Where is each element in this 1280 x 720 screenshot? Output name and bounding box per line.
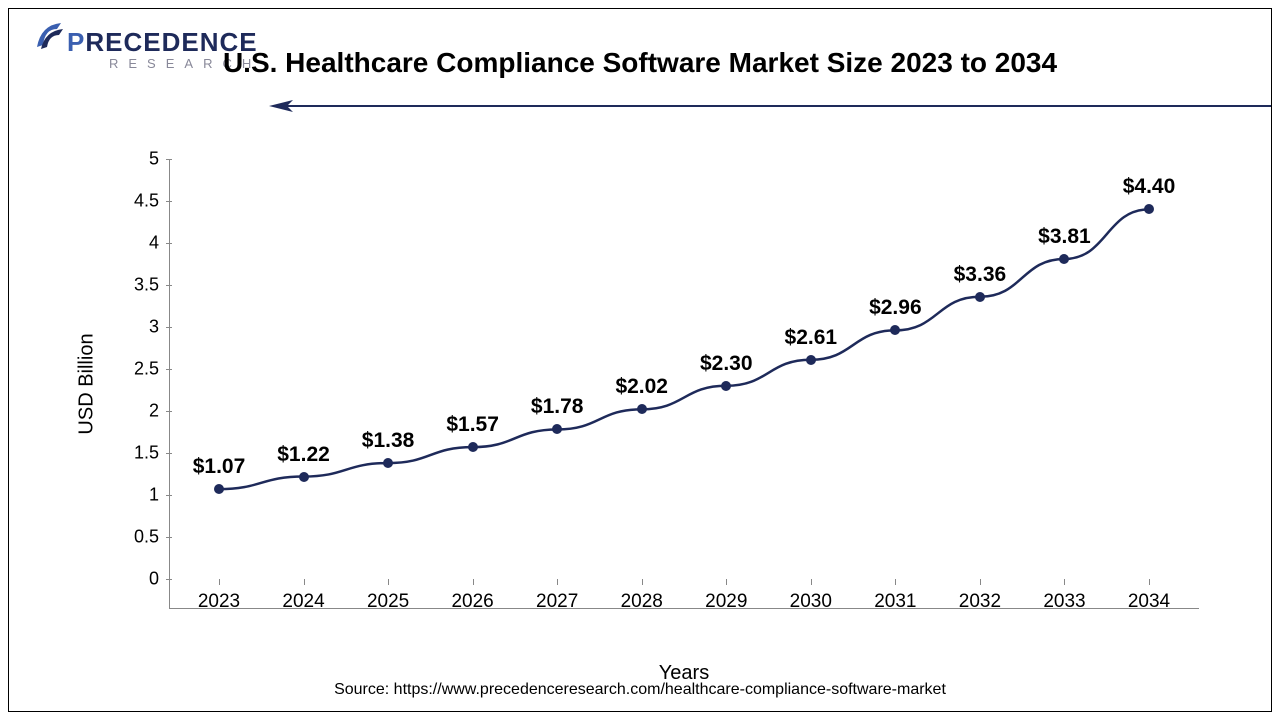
x-tick-label: 2024	[259, 591, 349, 613]
data-label: $4.40	[1123, 175, 1176, 199]
data-marker	[1144, 204, 1154, 214]
data-label: $1.38	[362, 429, 415, 453]
y-tick-mark	[166, 579, 172, 580]
y-tick-label: 3	[129, 317, 159, 338]
x-tick-label: 2029	[681, 591, 771, 613]
data-label: $2.02	[615, 375, 668, 399]
data-label: $2.61	[785, 326, 838, 350]
y-tick-mark	[166, 537, 172, 538]
data-marker	[1059, 254, 1069, 264]
source-text: Source: https://www.precedenceresearch.c…	[9, 681, 1271, 699]
y-tick-label: 1	[129, 485, 159, 506]
y-tick-mark	[166, 243, 172, 244]
x-tick-mark	[642, 579, 643, 585]
y-tick-label: 1.5	[129, 443, 159, 464]
data-marker	[637, 404, 647, 414]
data-marker	[721, 381, 731, 391]
data-label: $1.78	[531, 395, 584, 419]
x-tick-mark	[811, 579, 812, 585]
y-tick-mark	[166, 201, 172, 202]
x-tick-label: 2028	[597, 591, 687, 613]
y-axis-label: USD Billion	[76, 333, 99, 434]
arrow-line	[279, 105, 1271, 107]
data-label: $2.30	[700, 352, 753, 376]
x-tick-label: 2032	[935, 591, 1025, 613]
x-tick-label: 2031	[850, 591, 940, 613]
x-tick-mark	[388, 579, 389, 585]
data-marker	[468, 442, 478, 452]
y-tick-label: 3.5	[129, 275, 159, 296]
y-tick-label: 2	[129, 401, 159, 422]
y-tick-mark	[166, 159, 172, 160]
data-marker	[806, 355, 816, 365]
y-tick-mark	[166, 327, 172, 328]
y-tick-label: 5	[129, 149, 159, 170]
chart-area: USD Billion 2023$1.072024$1.222025$1.382…	[89, 159, 1199, 609]
x-tick-mark	[219, 579, 220, 585]
arrow-left-icon	[265, 94, 295, 118]
x-tick-mark	[1064, 579, 1065, 585]
x-tick-label: 2034	[1104, 591, 1194, 613]
plot-region: 2023$1.072024$1.222025$1.382026$1.572027…	[169, 159, 1199, 579]
y-tick-label: 0	[129, 569, 159, 590]
x-tick-label: 2027	[512, 591, 602, 613]
y-tick-label: 4.5	[129, 191, 159, 212]
x-tick-mark	[473, 579, 474, 585]
y-tick-mark	[166, 369, 172, 370]
y-tick-label: 0.5	[129, 527, 159, 548]
x-tick-label: 2023	[174, 591, 264, 613]
x-tick-label: 2030	[766, 591, 856, 613]
data-label: $2.96	[869, 296, 922, 320]
data-label: $3.36	[954, 263, 1007, 287]
data-marker	[890, 325, 900, 335]
x-tick-label: 2025	[343, 591, 433, 613]
chart-title: U.S. Healthcare Compliance Software Mark…	[9, 47, 1271, 79]
data-marker	[299, 472, 309, 482]
data-marker	[552, 424, 562, 434]
x-tick-label: 2026	[428, 591, 518, 613]
y-tick-mark	[166, 411, 172, 412]
x-tick-mark	[980, 579, 981, 585]
data-marker	[214, 484, 224, 494]
y-tick-mark	[166, 453, 172, 454]
data-label: $1.22	[277, 443, 330, 467]
data-label: $1.07	[193, 455, 246, 479]
y-tick-mark	[166, 285, 172, 286]
y-tick-label: 4	[129, 233, 159, 254]
y-tick-label: 2.5	[129, 359, 159, 380]
data-marker	[975, 292, 985, 302]
x-tick-label: 2033	[1019, 591, 1109, 613]
x-tick-mark	[304, 579, 305, 585]
x-tick-mark	[1149, 579, 1150, 585]
data-marker	[383, 458, 393, 468]
line-path	[169, 159, 1199, 579]
chart-frame: PRECEDENCE RESEARCH U.S. Healthcare Comp…	[8, 8, 1272, 712]
data-label: $1.57	[446, 413, 499, 437]
x-tick-mark	[557, 579, 558, 585]
data-label: $3.81	[1038, 225, 1091, 249]
y-tick-mark	[166, 495, 172, 496]
x-tick-mark	[726, 579, 727, 585]
x-tick-mark	[895, 579, 896, 585]
